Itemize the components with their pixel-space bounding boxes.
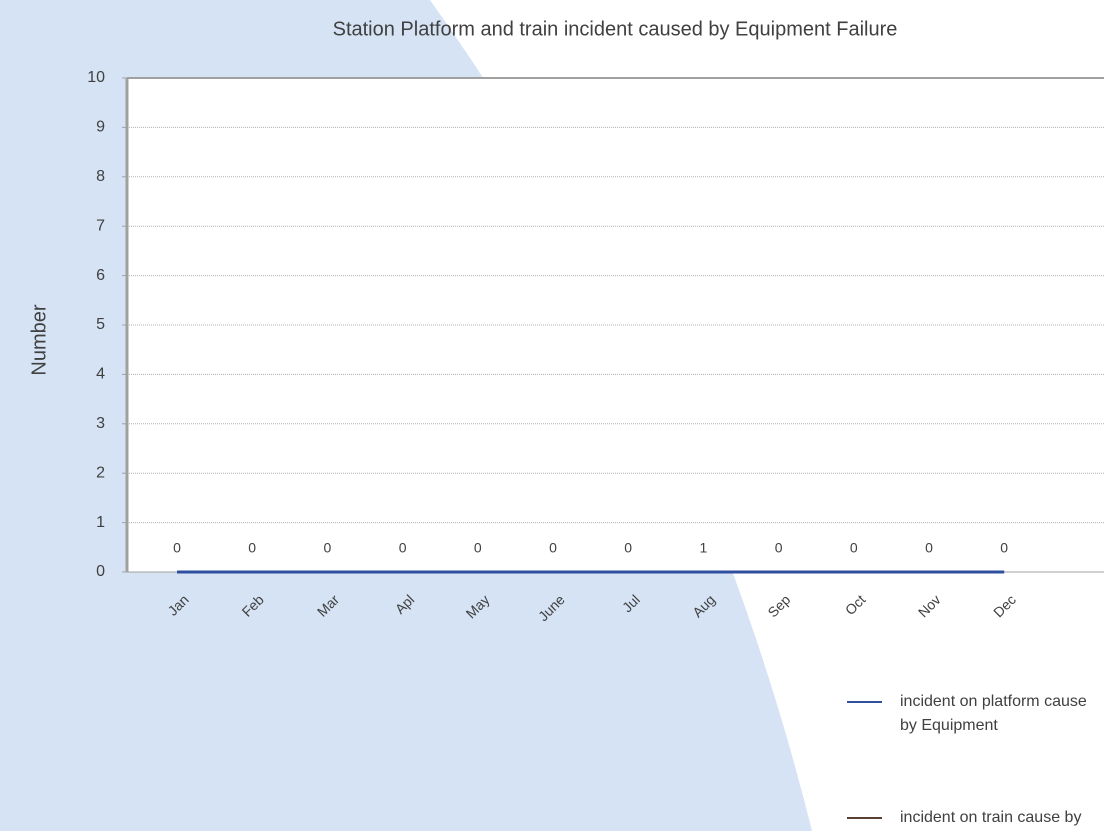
data-label: 0	[399, 540, 407, 556]
y-tick-label: 8	[96, 168, 105, 185]
y-tick-label: 9	[96, 119, 105, 136]
x-tick-label: Oct	[842, 591, 869, 618]
legend-item: incident on train cause by Equipment	[847, 806, 1104, 831]
y-tick-label: 7	[96, 217, 105, 234]
data-label: 0	[474, 540, 482, 556]
data-label: 0	[624, 540, 632, 556]
data-label: 0	[775, 540, 783, 556]
x-tick-label: Sep	[764, 591, 793, 620]
chart-title: Station Platform and train incident caus…	[333, 18, 898, 40]
y-tick-label: 0	[96, 563, 105, 580]
y-tick-label: 10	[87, 69, 105, 86]
data-label: 0	[549, 540, 557, 556]
data-label: 1	[700, 540, 708, 556]
y-tick-label: 6	[96, 267, 105, 284]
legend-label: incident on platform cause by Equipment	[900, 693, 1087, 734]
x-tick-label: Dec	[990, 591, 1019, 620]
data-label: 0	[173, 540, 181, 556]
y-tick-label: 3	[96, 415, 105, 432]
y-tick-label: 1	[96, 514, 105, 531]
data-label: 0	[248, 540, 256, 556]
legend-label: incident on train cause by Equipment	[900, 809, 1082, 826]
data-label: 0	[324, 540, 332, 556]
legend-swatch	[847, 817, 882, 819]
x-tick-label: Nov	[915, 591, 944, 620]
y-axis-label: Number	[28, 304, 50, 375]
legend-swatch	[847, 701, 882, 703]
y-tick-label: 5	[96, 316, 105, 333]
y-tick-label: 2	[96, 464, 105, 481]
data-label: 0	[925, 540, 933, 556]
data-label: 0	[850, 540, 858, 556]
y-tick-label: 4	[96, 366, 105, 383]
legend-item: incident on platform cause by Equipment	[847, 690, 1104, 738]
data-label: 0	[1000, 540, 1008, 556]
